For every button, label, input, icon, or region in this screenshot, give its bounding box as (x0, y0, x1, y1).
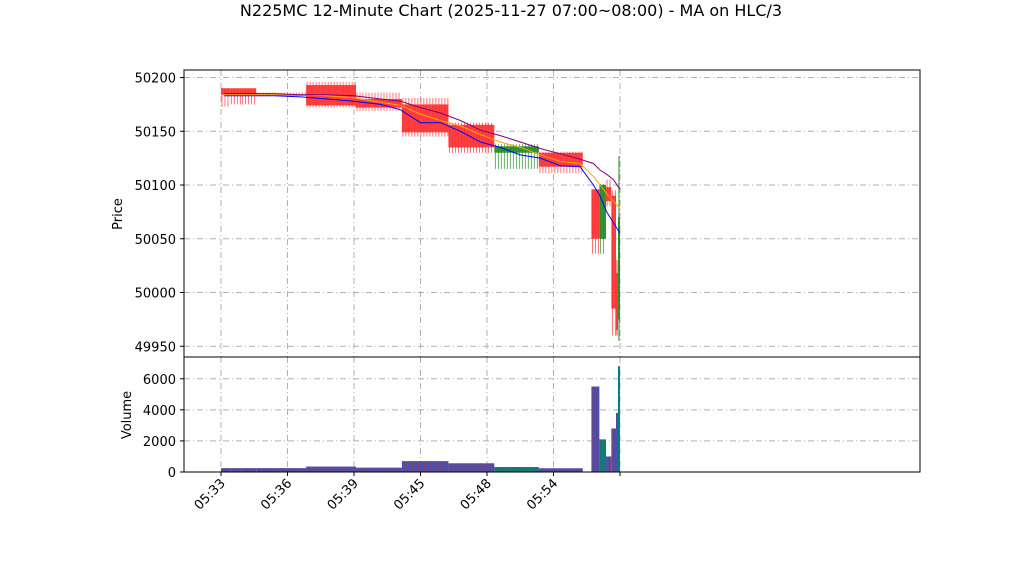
volume-axis-label: Volume (120, 391, 135, 439)
time-tick-label: 05:33 (192, 476, 229, 513)
volume-bar-body (599, 439, 607, 472)
candle (538, 151, 583, 174)
volume-bar-body (306, 466, 356, 472)
volume-bar (611, 428, 617, 472)
price-panel: 49950 50000 50050 50100 50150 50200 (135, 69, 921, 358)
time-tick-label: 05:45 (391, 476, 428, 513)
volume-bar (448, 463, 495, 472)
volume-bar-body (256, 468, 307, 472)
volume-bar (606, 456, 612, 472)
price-tick-label: 50100 (135, 179, 176, 194)
volume-bar (355, 467, 402, 472)
candle-body (591, 189, 600, 239)
candle (611, 190, 617, 336)
candle-body (494, 146, 539, 153)
time-tick-label: 05:54 (524, 476, 561, 513)
candle (618, 155, 620, 341)
volume-tick-label: 4000 (143, 404, 176, 419)
candle-body (599, 185, 607, 239)
time-tick-label: 05:36 (258, 476, 295, 513)
moving-average-line (224, 94, 621, 210)
volume-bar-body (448, 463, 495, 472)
candle (591, 189, 600, 254)
volume-tick-label: 2000 (143, 435, 176, 450)
volume-bar-body (618, 366, 620, 472)
price-tick-label: 49950 (135, 340, 176, 355)
moving-average-line (224, 93, 621, 190)
price-axis-label: Price (111, 198, 126, 230)
volume-bar-body (591, 386, 600, 472)
volume-bar (591, 386, 600, 472)
chart-title: N225MC 12-Minute Chart (2025-11-27 07:00… (240, 1, 782, 20)
price-tick-label: 50050 (135, 233, 176, 248)
candle-body (606, 187, 612, 202)
candle-body (221, 88, 231, 95)
candle-body (618, 217, 620, 320)
candle-body (355, 99, 402, 108)
price-tick-label: 50150 (135, 125, 176, 140)
candle (241, 88, 257, 105)
volume-bar (230, 468, 242, 472)
candle-body (538, 152, 583, 167)
volume-bar-body (616, 412, 619, 472)
volume-bar-body (230, 468, 242, 472)
volume-bar (599, 439, 607, 472)
volume-bar-body (606, 456, 612, 472)
volume-bar (538, 468, 583, 472)
volume-bar (241, 468, 257, 472)
candle (599, 183, 607, 254)
volume-bar-body (538, 468, 583, 472)
candle-body (611, 195, 617, 309)
candle-body (256, 94, 307, 96)
candle-body (230, 88, 242, 95)
price-tick-label: 50200 (135, 72, 176, 87)
volume-tick-label: 6000 (143, 373, 176, 388)
time-tick-label: 05:48 (458, 476, 495, 513)
candle (230, 88, 242, 105)
volume-bar (618, 366, 620, 472)
moving-average-line (224, 95, 621, 234)
candle (606, 179, 612, 207)
volume-panel-frame (183, 356, 921, 473)
price-tick-label: 50000 (135, 287, 176, 302)
time-tick-label: 05:39 (325, 476, 362, 513)
volume-tick-label: 0 (168, 466, 176, 481)
volume-bar (256, 468, 307, 472)
candle-body (616, 273, 619, 331)
candle (221, 88, 231, 107)
price-panel-frame (183, 69, 921, 358)
volume-bar (306, 466, 356, 472)
volume-bar (494, 467, 539, 472)
volume-bar-body (611, 428, 617, 472)
candle-body (241, 88, 257, 95)
volume-bar (401, 461, 449, 472)
volume-bar-body (355, 467, 402, 472)
volume-bar-body (401, 461, 449, 472)
volume-panel: 0 2000 4000 6000 05:33 05:36 05:39 05:45 05:48 05… (143, 356, 921, 513)
volume-bar (221, 468, 231, 472)
candle (616, 260, 619, 336)
volume-bar (616, 412, 619, 472)
